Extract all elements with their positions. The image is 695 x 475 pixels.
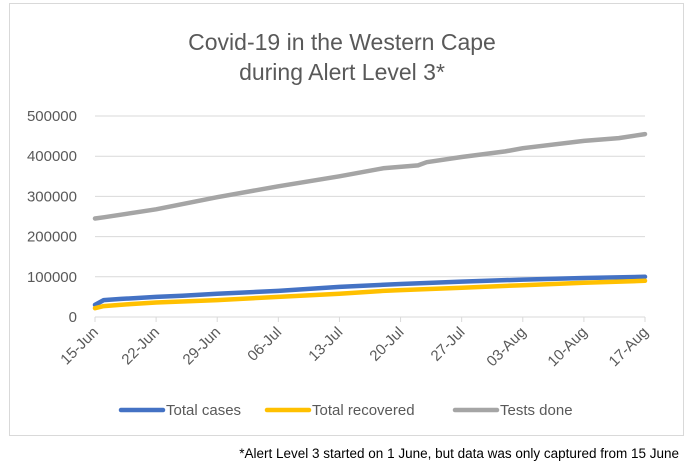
x-tick-label: 17-Aug: [606, 324, 652, 370]
legend-label: Tests done: [500, 402, 573, 419]
y-tick-label: 500000: [27, 108, 77, 125]
legend-label: Total recovered: [312, 402, 415, 419]
x-tick-label: 06-Jul: [244, 324, 285, 365]
x-tick-label: 15-Jun: [57, 324, 101, 368]
x-tick-label: 27-Jul: [428, 324, 469, 365]
x-tick-label: 10-Aug: [544, 324, 590, 370]
series-line-1: [92, 274, 648, 308]
y-tick-label: 300000: [27, 188, 77, 205]
x-tick-label: 29-Jun: [180, 324, 224, 368]
chart-area: [9, 3, 684, 436]
legend-label: Total cases: [166, 402, 241, 419]
series-line-3: [92, 131, 648, 221]
y-tick-label: 200000: [27, 229, 77, 246]
y-tick-label: 100000: [27, 269, 77, 286]
chart-title-line-1: Covid-19 in the Western Cape: [188, 29, 496, 55]
y-axis-ticks: 0 100000 200000 300000 400000 500000: [27, 108, 77, 326]
y-tick-label: 0: [69, 309, 77, 326]
x-tick-label: 03-Aug: [483, 324, 529, 370]
series-lines: [92, 131, 648, 311]
series-line-2: [92, 278, 648, 311]
x-tick-label: 22-Jun: [118, 324, 162, 368]
footnote: *Alert Level 3 started on 1 June, but da…: [239, 446, 679, 461]
x-axis-ticks: 15-Jun 22-Jun 29-Jun 06-Jul 13-Jul 20-Jul 27-J…: [57, 317, 652, 370]
legend: Total cases Total recovered Tests done: [118, 402, 573, 419]
chart-title-line-2: during Alert Level 3*: [239, 59, 445, 85]
x-tick-label: 13-Jul: [305, 324, 346, 365]
x-tick-label: 20-Jul: [366, 324, 407, 365]
y-tick-label: 400000: [27, 148, 77, 165]
